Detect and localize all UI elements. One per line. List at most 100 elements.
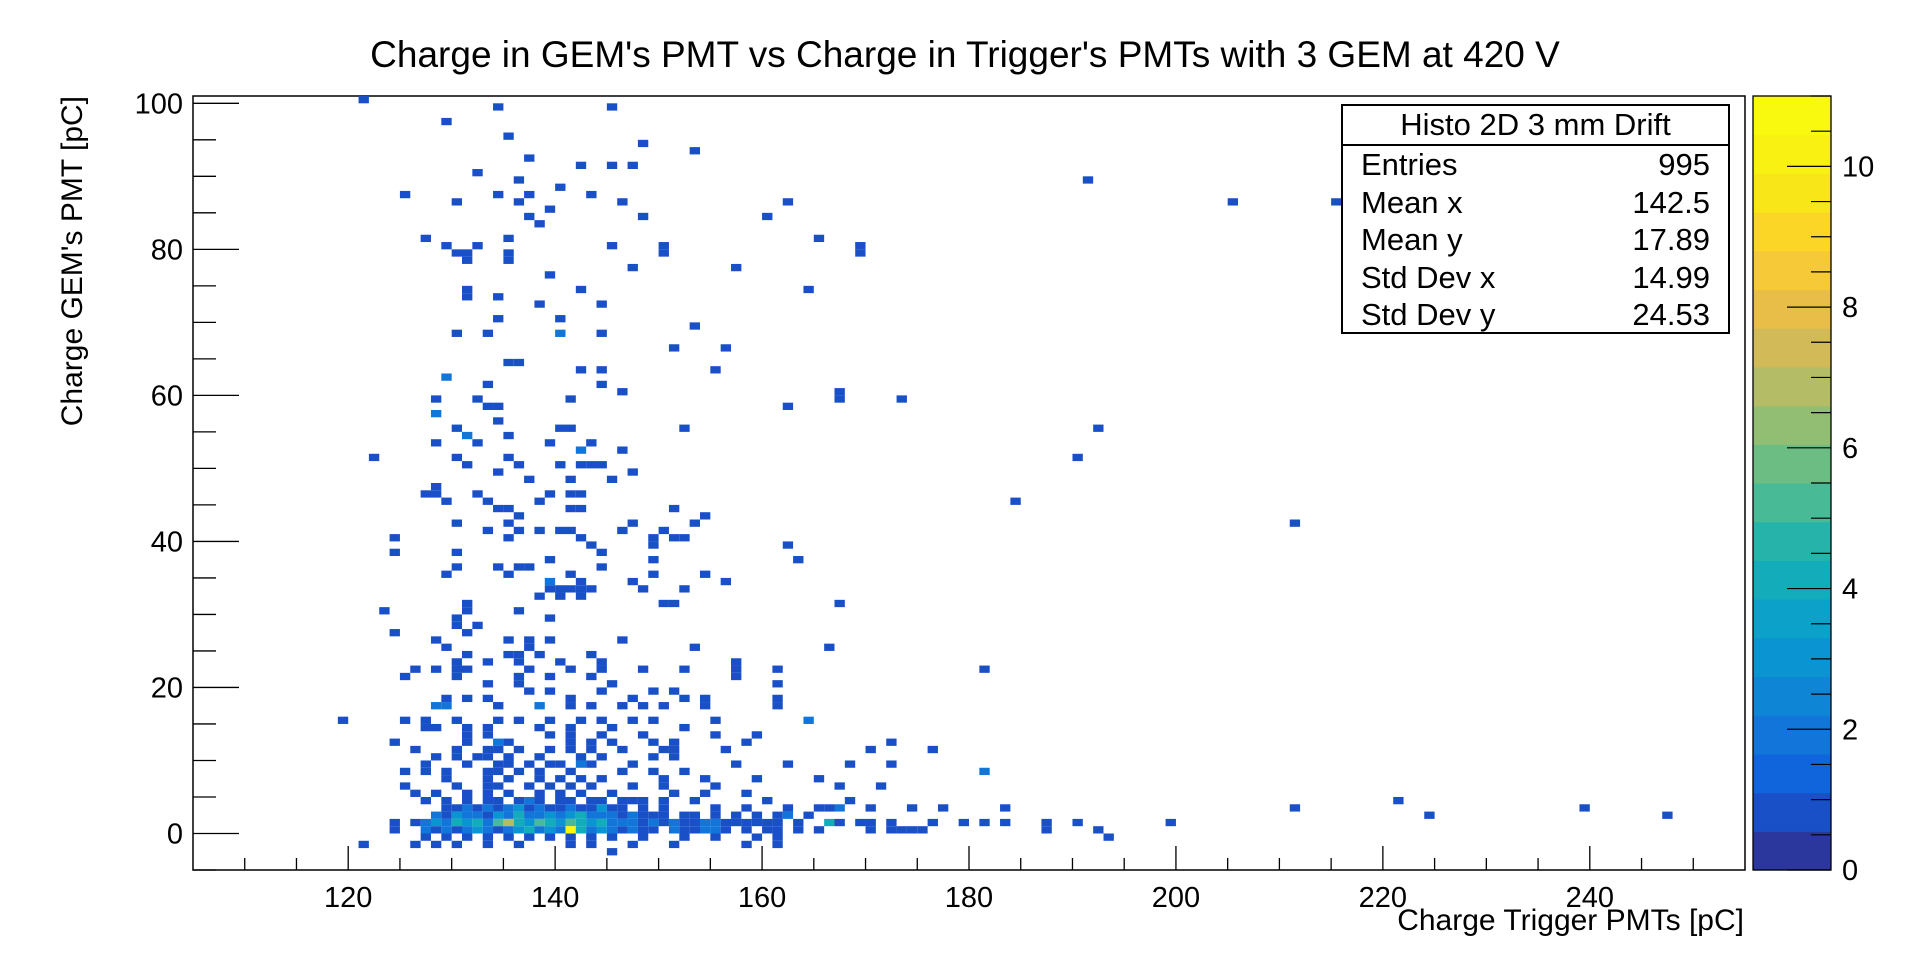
heatmap-cell	[565, 585, 576, 593]
heatmap-cell	[834, 818, 845, 827]
stats-title: Histo 2D 3 mm Drift	[1343, 106, 1728, 146]
heatmap-cell	[927, 818, 938, 827]
heatmap-cell	[772, 702, 783, 710]
heatmap-cell	[462, 285, 473, 294]
heatmap-cell	[793, 556, 804, 564]
heatmap-cell	[606, 242, 618, 250]
heatmap-cell	[503, 570, 514, 578]
heatmap-cell	[606, 103, 618, 111]
heatmap-cell	[555, 804, 566, 812]
heatmap-cell	[493, 716, 504, 724]
heatmap-cell	[803, 285, 814, 294]
heatmap-cell	[451, 621, 463, 630]
y-tick-label: 0	[167, 818, 183, 850]
heatmap-cell	[544, 577, 556, 586]
heatmap-cell	[565, 490, 576, 498]
heatmap-cell	[741, 738, 752, 746]
heatmap-cell	[420, 767, 431, 776]
heatmap-cell	[617, 767, 628, 776]
colorbar-band	[1753, 289, 1831, 329]
heatmap-cell	[513, 840, 525, 849]
heatmap-cell	[575, 716, 587, 724]
colorbar-band	[1753, 599, 1831, 639]
heatmap-cell	[482, 840, 494, 849]
heatmap-cell	[524, 796, 535, 805]
heatmap-cell	[472, 811, 483, 819]
heatmap-cell	[565, 731, 576, 739]
heatmap-cell	[658, 242, 669, 250]
heatmap-cell	[482, 745, 494, 754]
heatmap-cell	[596, 804, 607, 812]
heatmap-cell	[648, 570, 659, 578]
heatmap-cell	[762, 826, 773, 834]
heatmap-cell	[555, 461, 566, 469]
heatmap-cell	[451, 753, 463, 761]
heatmap-cell	[710, 782, 721, 790]
heatmap-cell	[441, 497, 452, 505]
heatmap-cell	[679, 767, 690, 776]
heatmap-cell	[689, 826, 700, 834]
heatmap-cell	[524, 782, 535, 790]
heatmap-cell	[1165, 818, 1176, 827]
heatmap-cell	[513, 745, 525, 754]
heatmap-cell	[1082, 176, 1094, 184]
colorbar-band	[1753, 405, 1831, 445]
heatmap-cell	[720, 818, 732, 827]
heatmap-cell	[555, 818, 566, 827]
heatmap-cell	[513, 650, 525, 659]
heatmap-cell	[1093, 424, 1104, 432]
heatmap-cell	[710, 366, 721, 374]
heatmap-cell	[482, 767, 494, 776]
heatmap-cell	[389, 818, 400, 827]
heatmap-cell	[679, 826, 690, 834]
heatmap-cell	[637, 702, 649, 710]
stats-value: 17.89	[1632, 222, 1710, 257]
heatmap-cell	[637, 585, 649, 593]
heatmap-cell	[1424, 811, 1435, 819]
heatmap-cell	[668, 738, 680, 746]
colorbar-band	[1753, 173, 1831, 213]
heatmap-cell	[524, 833, 535, 841]
heatmap-cell	[731, 658, 742, 666]
heatmap-cell	[493, 782, 504, 790]
heatmap-cell	[513, 818, 525, 827]
heatmap-cell	[565, 818, 576, 827]
heatmap-cell	[565, 665, 576, 673]
heatmap-cell	[544, 760, 556, 768]
heatmap-cell	[855, 249, 866, 257]
heatmap-cell	[762, 796, 773, 805]
colorbar-band	[1753, 483, 1831, 523]
heatmap-cell	[844, 760, 856, 768]
heatmap-cell	[565, 782, 576, 790]
heatmap-cell	[741, 818, 752, 827]
heatmap-cell	[596, 753, 607, 761]
heatmap-cell	[658, 782, 669, 790]
heatmap-cell	[565, 702, 576, 710]
heatmap-cell	[886, 826, 897, 834]
heatmap-cell	[1227, 198, 1239, 206]
heatmap-cell	[648, 738, 659, 746]
colorbar-band	[1753, 831, 1831, 871]
heatmap-cell	[555, 585, 566, 593]
heatmap-cell	[493, 417, 504, 425]
heatmap-cell	[575, 366, 587, 374]
heatmap-cell	[648, 826, 659, 834]
heatmap-cell	[430, 636, 442, 644]
heatmap-cell	[699, 702, 711, 710]
heatmap-cell	[462, 818, 473, 827]
heatmap-cell	[544, 818, 556, 827]
heatmap-cell	[627, 818, 638, 827]
heatmap-cell	[1103, 833, 1114, 841]
heatmap-cell	[482, 811, 494, 819]
colorbar-band	[1753, 715, 1831, 755]
heatmap-cell	[544, 636, 556, 644]
heatmap-cell	[875, 782, 887, 790]
heatmap-cell	[720, 344, 732, 352]
heatmap-cell	[906, 804, 918, 812]
heatmap-cell	[462, 738, 473, 746]
heatmap-cell	[1289, 519, 1301, 527]
heatmap-cell	[493, 190, 504, 199]
heatmap-cell	[555, 526, 566, 535]
heatmap-cell	[565, 738, 576, 746]
